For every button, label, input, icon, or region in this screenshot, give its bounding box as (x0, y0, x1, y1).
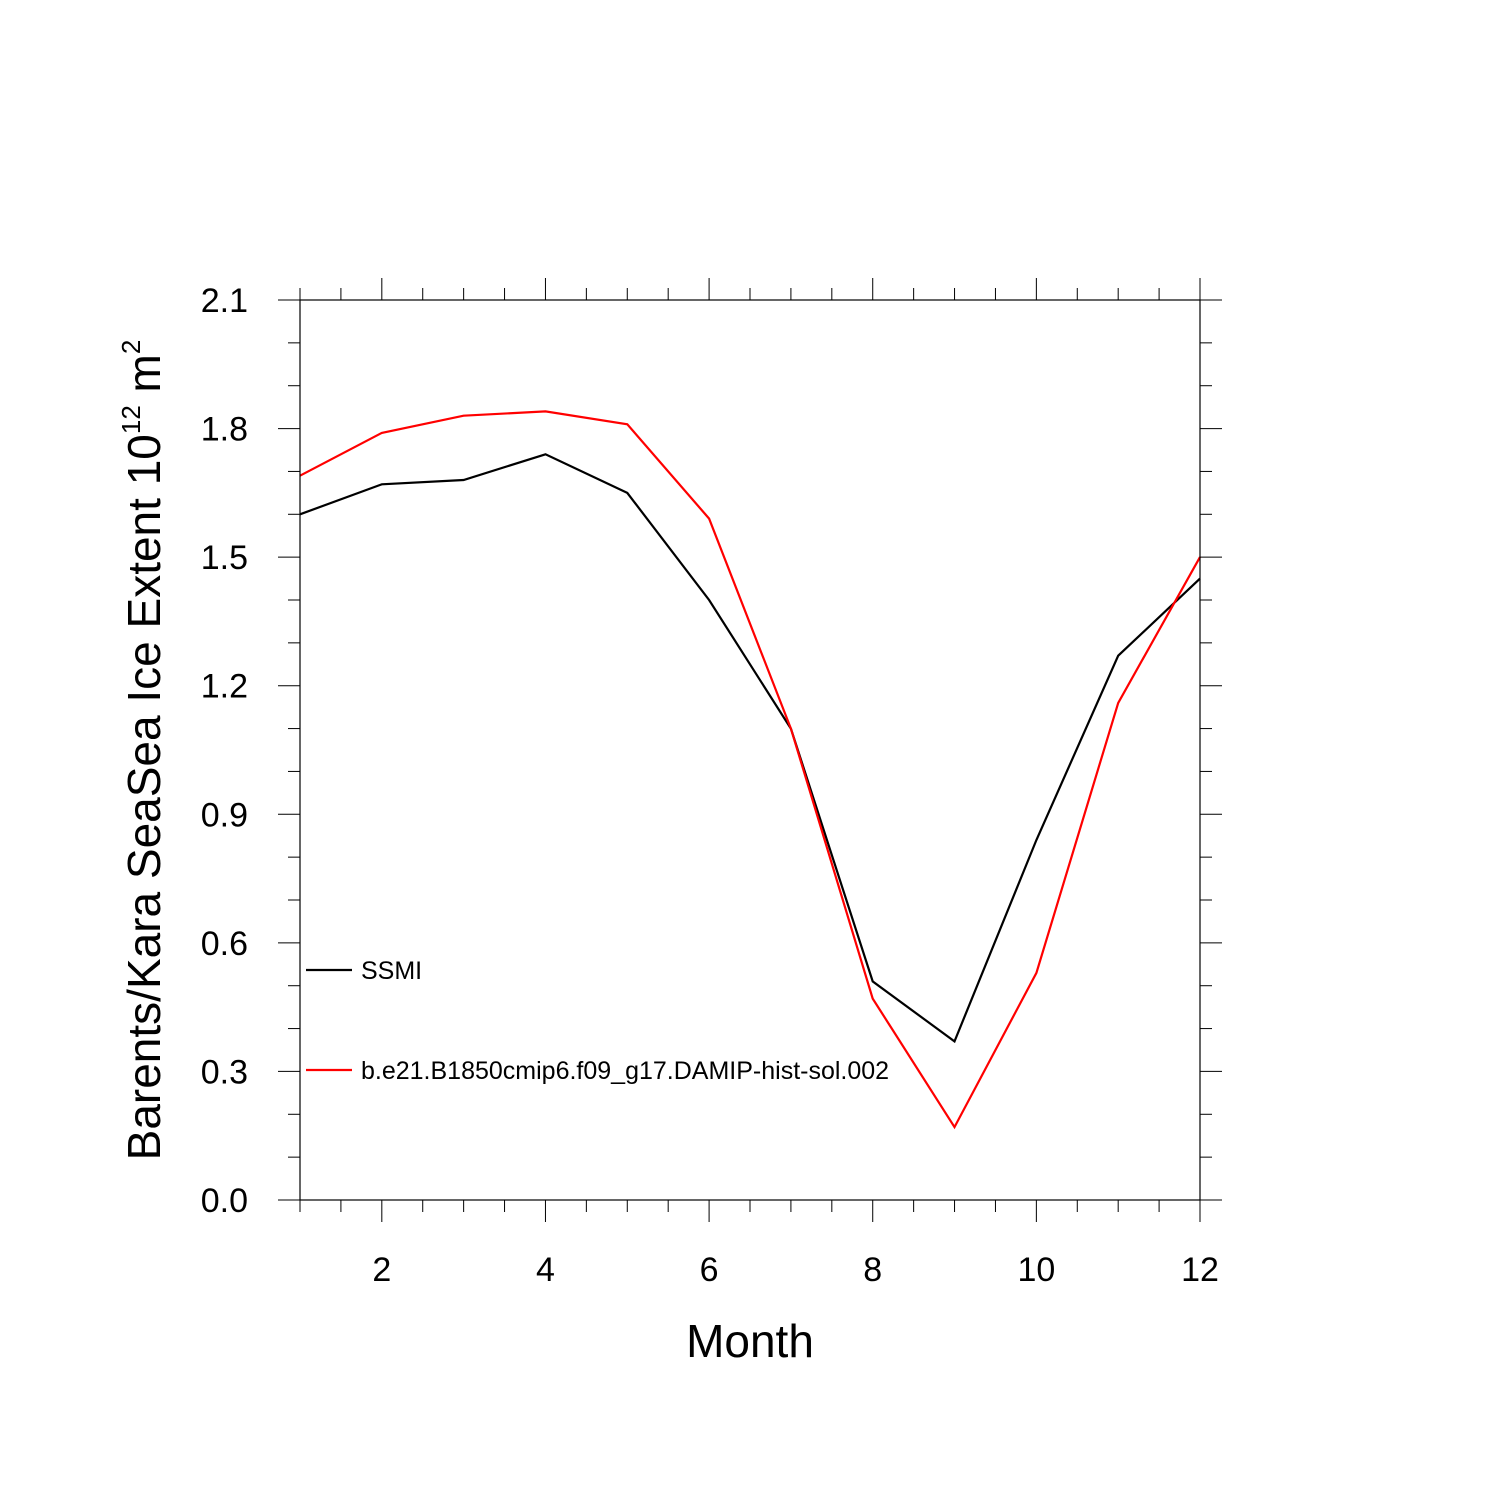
x-tick-label: 6 (700, 1251, 719, 1289)
y-tick-label: 1.5 (201, 539, 248, 577)
series-line-1 (299, 453, 1201, 1044)
y-tick-label: 1.2 (201, 668, 248, 706)
series-line-2 (299, 410, 1201, 1130)
y-axis-label-main: Barents/Kara SeaSea Ice Extent 10 (118, 434, 170, 1160)
x-tick-label: 4 (536, 1251, 555, 1289)
legend-label-2: b.e21.B1850cmip6.f09_g17.DAMIP-hist-sol.… (361, 1057, 889, 1085)
x-axis-label: Month (686, 1315, 814, 1367)
x-tick-label: 2 (372, 1251, 391, 1289)
y-tick-label: 2.1 (201, 282, 248, 320)
y-axis-label-unit-exponent: 2 (116, 340, 146, 354)
y-tick-label: 0.3 (201, 1053, 248, 1091)
tick-labels: 2 4 6 8 10 12 0.0 0.3 0.6 0.9 1.2 1.5 1.8 2.1 (201, 282, 1219, 1289)
series-layer (299, 410, 1201, 1130)
y-axis-label: Barents/Kara SeaSea Ice Extent 1012 m2 (116, 340, 170, 1161)
x-tick-label: 8 (863, 1251, 882, 1289)
legend: SSMI b.e21.B1850cmip6.f09_g17.DAMIP-hist-… (306, 957, 889, 1085)
axis-ticks (278, 278, 1222, 1222)
x-tick-label: 12 (1181, 1251, 1219, 1289)
y-tick-label: 0.0 (201, 1182, 248, 1220)
y-axis-label-exponent: 12 (116, 405, 146, 434)
y-tick-label: 0.9 (201, 796, 248, 834)
y-tick-label: 1.8 (201, 411, 248, 449)
y-axis-label-unit: m (118, 354, 170, 405)
y-tick-label: 0.6 (201, 925, 248, 963)
x-tick-label: 10 (1017, 1251, 1055, 1289)
legend-label-1: SSMI (361, 957, 422, 985)
plot-frame (299, 299, 1201, 1201)
